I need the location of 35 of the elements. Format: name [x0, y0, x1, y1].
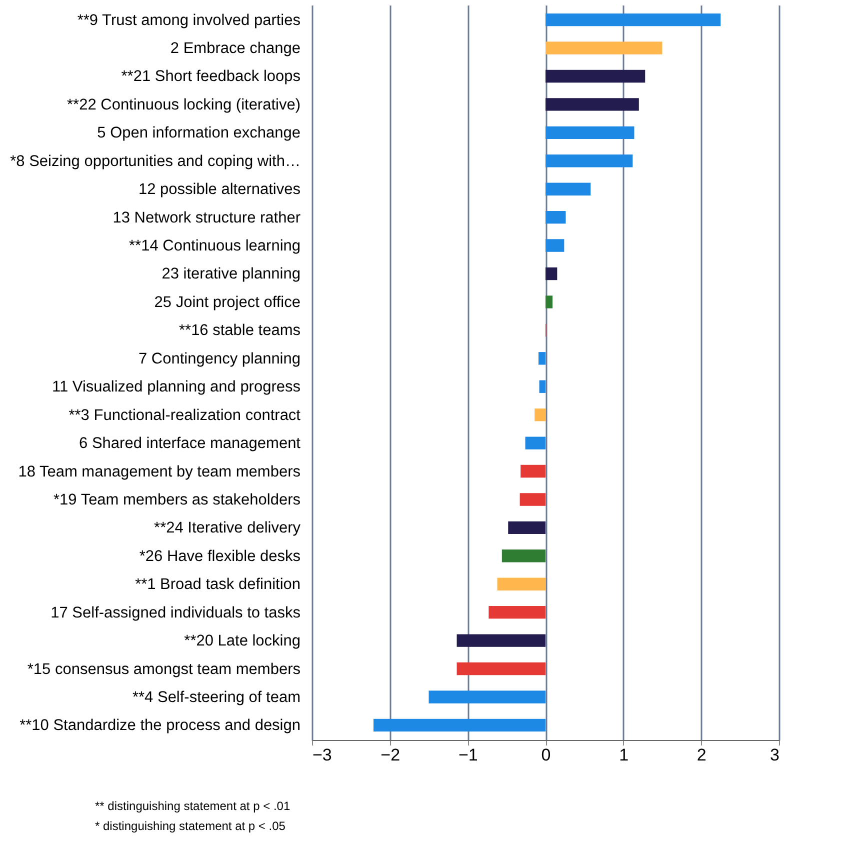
x-tick-label: 3 — [770, 746, 780, 764]
x-tick-label: 0 — [541, 746, 551, 764]
y-tick-label: **3 Functional-realization contract — [68, 406, 302, 424]
y-tick-label: **24 Iterative delivery — [154, 520, 301, 537]
y-tick-label: 25 Joint project office — [154, 294, 300, 311]
text: * distinguishing statement at p < .05 — [95, 818, 286, 835]
y-tick-label: *26 Have flexible desks — [139, 548, 301, 565]
y-tick-label: 17 Self-assigned individuals to tasks — [50, 604, 301, 622]
y-tick-label: *15 consensus amongst team members — [27, 660, 301, 678]
y-tick-label: 2 Embrace change — [170, 40, 300, 58]
y-tick-label: 5 Open information exchange — [97, 124, 300, 142]
y-tick-label: **4 Self-steering of team — [132, 688, 300, 706]
y-tick-label: **10 Standardize the process and design — [20, 717, 300, 734]
x-tick-label: −3 — [312, 746, 332, 764]
y-tick-label: **14 Continuous learning — [129, 238, 300, 255]
y-tick-label: 12 possible alternatives — [138, 181, 301, 198]
y-tick-label: 6 Shared interface management — [79, 435, 302, 452]
y-tick-label: 23 iterative planning — [162, 266, 300, 283]
y-tick-label: **22 Continuous locking (iterative) — [67, 96, 300, 114]
y-tick-label: **21 Short feedback loops — [121, 68, 301, 86]
x-tick-label: −2 — [380, 746, 400, 764]
x-tick-label: 1 — [619, 746, 629, 764]
y-tick-label: **16 stable teams — [179, 322, 301, 340]
y-tick-label: *8 Seizing opportunities and coping with… — [10, 152, 300, 170]
y-tick-label: **20 Late locking — [184, 632, 300, 650]
y-tick-label: 11 Visualized planning and progress — [52, 378, 301, 396]
text: ** distinguishing statement at p < .01 — [95, 798, 292, 815]
y-tick-label: *19 Team members as stakeholders — [54, 491, 301, 508]
x-tick-label: 2 — [696, 746, 706, 764]
x-tick-label: −1 — [458, 746, 478, 764]
y-tick-label: 7 Contingency planning — [138, 350, 300, 368]
y-tick-label: 13 Network structure rather — [112, 209, 300, 226]
y-tick-label: 18 Team management by team members — [18, 463, 301, 480]
y-tick-label: **9 Trust among involved parties — [77, 12, 301, 29]
y-tick-label: **1 Broad task definition — [135, 576, 300, 594]
